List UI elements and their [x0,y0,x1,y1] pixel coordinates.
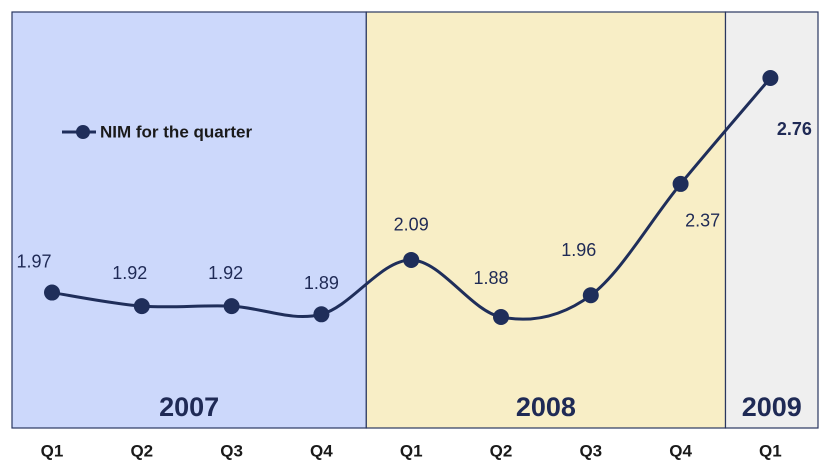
data-label: 2.76 [777,119,812,139]
point [762,70,779,86]
point [672,175,689,192]
x-tick-label: Q1 [400,441,423,460]
data-label: 1.92 [112,263,147,283]
legend-marker [76,125,90,139]
plot: 1.97 1.92 1.92 1.89 2.09 1.88 1.96 2.37 2.76 [16,70,812,325]
data-label: 1.92 [208,263,243,283]
x-tick-label: Q4 [310,441,333,460]
x-tick-label: Q3 [220,441,243,460]
year-label: 2009 [742,392,802,422]
year-band [365,11,727,429]
x-tick-label: Q1 [41,441,64,460]
year-band [11,11,367,429]
x-tick-label: Q2 [490,441,513,460]
legend-label: NIM for the quarter [100,122,252,141]
data-label: 2.09 [394,215,429,235]
data-label: 1.89 [304,273,339,293]
x-tick-label: Q3 [579,441,602,460]
data-label: 2.37 [685,211,720,231]
x-tick-label: Q2 [130,441,153,460]
data-label: 1.97 [16,251,51,271]
series-line [51,77,772,321]
year-label: 2008 [516,392,576,422]
data-label: 1.88 [473,268,508,288]
year-label: 2007 [159,392,219,422]
x-tick-label: Q1 [759,441,782,460]
point [313,306,330,323]
point [493,309,509,325]
point [133,298,150,315]
year-bands: 2007 2008 2009 [11,11,819,429]
x-tick-label: Q4 [669,441,692,460]
point [44,284,60,301]
point [223,298,240,315]
data-label: 1.96 [561,240,596,260]
point [403,251,420,268]
point [582,287,599,304]
